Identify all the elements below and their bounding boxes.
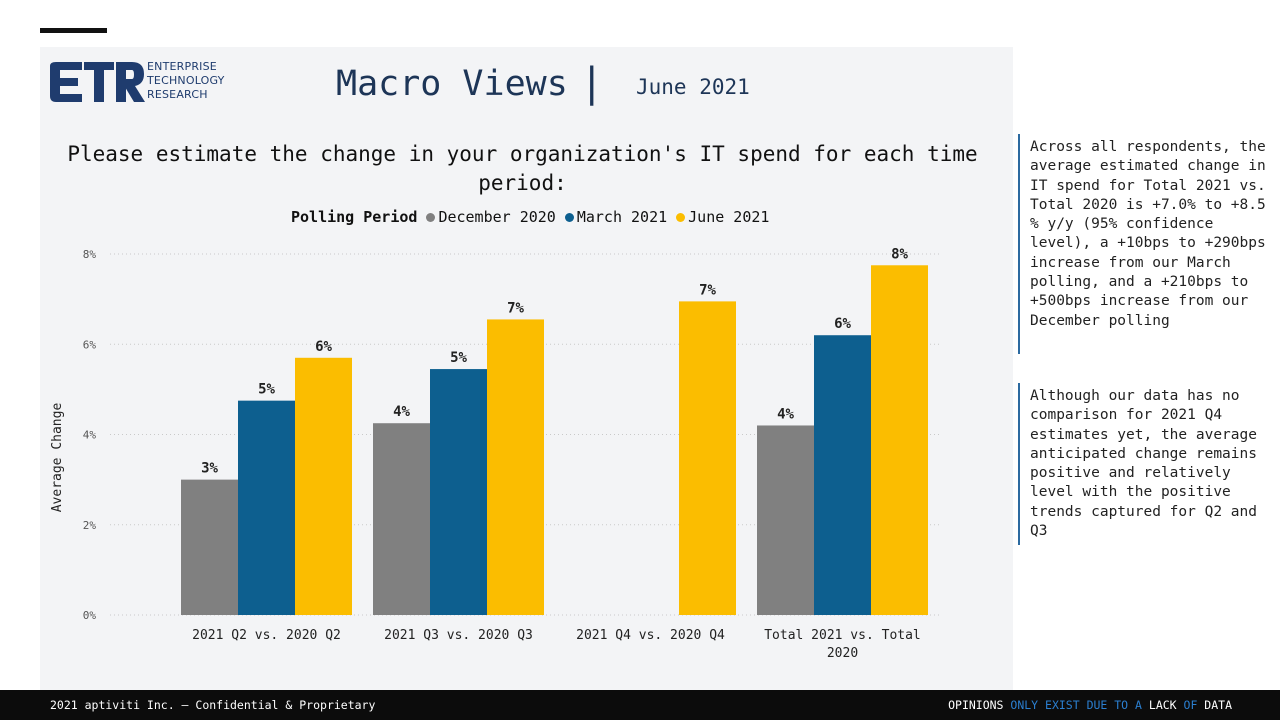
y-axis-label: Average Change	[50, 403, 65, 513]
title-date: June 2021	[636, 75, 750, 99]
legend-label-march: March 2021	[576, 208, 668, 226]
bar-chart: 0% 2% 4% 6% 8% Average Change 3% 5% 6% 2021 Q2 vs…	[50, 246, 940, 661]
bar	[679, 301, 736, 615]
y-tick-label: 4%	[83, 429, 97, 442]
y-tick-label: 0%	[83, 609, 97, 622]
data-label: 6%	[315, 339, 332, 355]
tagline-part-5: DATA	[1204, 698, 1232, 712]
data-label: 6%	[834, 316, 851, 332]
legend-label-december: December 2020	[438, 208, 556, 226]
data-label: 7%	[507, 300, 524, 316]
data-label: 5%	[258, 382, 275, 398]
legend-dot-march	[564, 212, 574, 222]
legend-dot-june	[676, 212, 686, 222]
x-category-label: 2021 Q3 vs. 2020 Q3	[384, 628, 533, 643]
etr-logo-text: ENTERPRISE TECHNOLOGY RESEARCH	[147, 60, 225, 102]
data-label: 4%	[393, 404, 410, 420]
footer-copyright: 2021 aptiviti Inc. – Confidential & Prop…	[50, 698, 376, 712]
bar	[238, 400, 295, 615]
logo-line-technology: TECHNOLOGY	[147, 74, 225, 87]
y-tick-label: 2%	[83, 519, 97, 532]
legend-label-june: June 2021	[688, 208, 770, 226]
bar	[871, 265, 928, 615]
etr-logo: ENTERPRISE TECHNOLOGY RESEARCH	[48, 58, 248, 108]
y-tick-label: 6%	[83, 338, 97, 351]
x-category-label: Total 2021 vs. Total	[764, 628, 921, 643]
data-label: 7%	[699, 282, 716, 298]
tagline-part-4: OF	[1183, 698, 1205, 712]
legend-item-june-2021: June 2021	[676, 208, 769, 226]
bar	[757, 425, 814, 615]
insight-note-2-text: Although our data has no comparison for …	[1030, 388, 1257, 540]
footer-bar: 2021 aptiviti Inc. – Confidential & Prop…	[0, 690, 1280, 720]
bar	[814, 335, 871, 615]
logo-line-enterprise: ENTERPRISE	[147, 60, 217, 73]
legend-item-december-2020: December 2020	[426, 208, 556, 226]
logo-line-research: RESEARCH	[147, 88, 208, 101]
insight-note-1: Across all respondents, the average esti…	[1018, 134, 1266, 354]
x-category-label: 2020	[827, 646, 858, 661]
legend-dot-december	[426, 212, 436, 222]
x-category-label: 2021 Q2 vs. 2020 Q2	[192, 628, 341, 643]
bar	[295, 357, 352, 615]
page-title: Macro Views	[336, 64, 568, 104]
y-tick-label: 8%	[83, 248, 97, 261]
footer-tagline: OPINIONS ONLY EXIST DUE TO A LACK OF DAT…	[948, 698, 1232, 712]
insight-note-1-text: Across all respondents, the average esti…	[1030, 139, 1266, 329]
bar	[430, 369, 487, 615]
legend-item-march-2021: March 2021	[564, 208, 668, 226]
data-label: 8%	[891, 246, 908, 262]
bar	[373, 423, 430, 615]
tagline-part-1: OPINIONS	[948, 698, 1011, 712]
data-label: 3%	[201, 461, 218, 477]
tagline-part-3: LACK	[1148, 698, 1184, 712]
bar	[487, 319, 544, 615]
title-separator: |	[585, 60, 599, 106]
chart-question: Please estimate the change in your organ…	[67, 142, 978, 195]
x-category-label: 2021 Q4 vs. 2020 Q4	[576, 628, 725, 643]
data-label: 4%	[777, 406, 794, 422]
insight-note-2: Although our data has no comparison for …	[1018, 383, 1266, 545]
bar	[181, 479, 238, 615]
data-label: 5%	[450, 350, 467, 366]
top-accent-rule	[40, 28, 107, 33]
etr-logo-mark	[50, 62, 145, 102]
tagline-part-2: ONLY EXIST DUE TO A	[1010, 698, 1149, 712]
legend-title: Polling Period	[291, 208, 418, 226]
chart-legend: Polling Period December 2020 March 2021 …	[291, 208, 769, 226]
